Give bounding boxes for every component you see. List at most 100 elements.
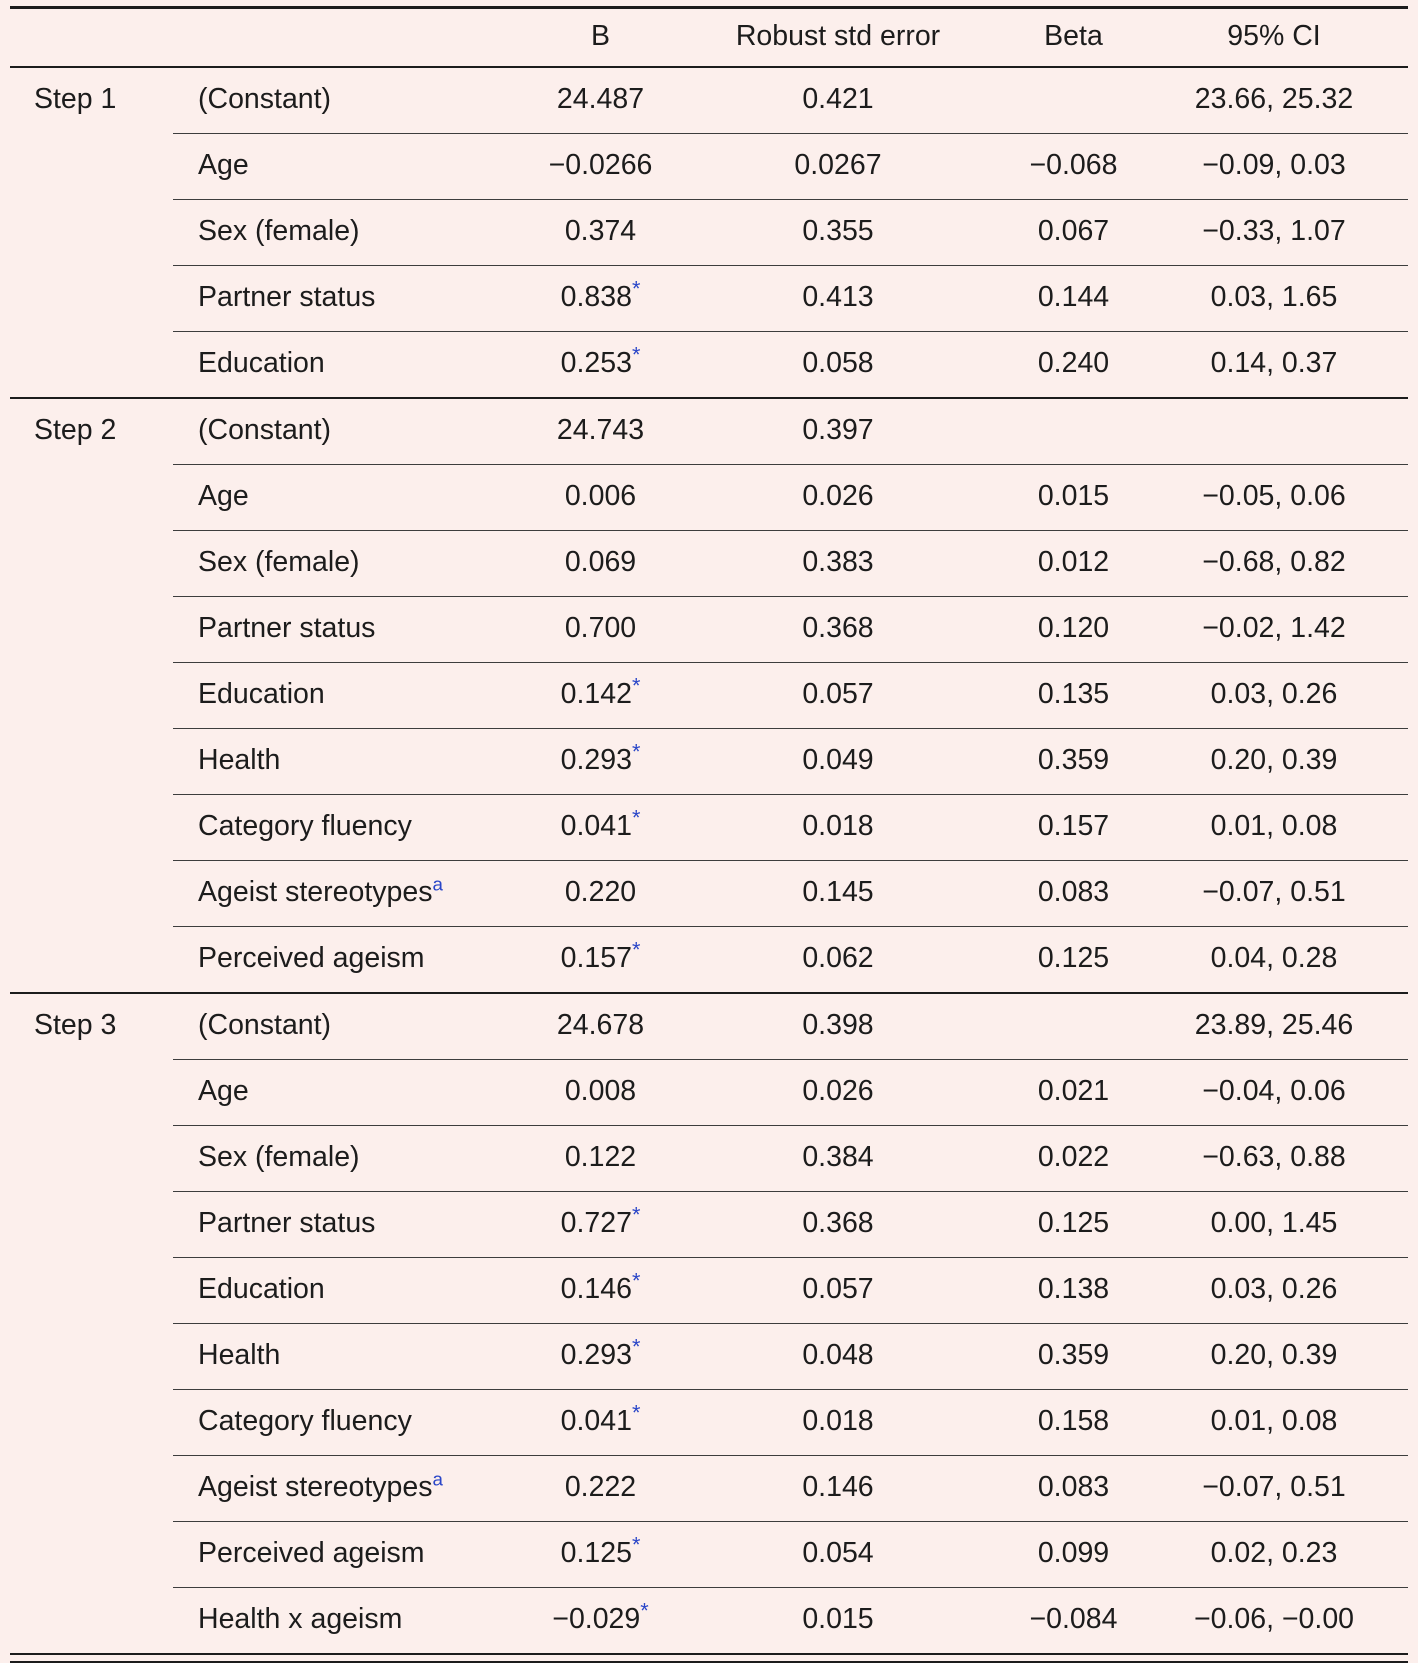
table-row: Step 3 (Constant) 24.678 0.398 23.89, 25.… [10,992,1408,1654]
b-number: 0.142 [560,678,632,710]
ci-value: 0.03, 1.65 [1178,265,1408,332]
se-value: 0.062 [683,926,993,993]
row-label: Ageist stereotypesa [173,860,518,927]
row-label: Age [173,1059,518,1126]
table-body: Step 1 (Constant) 24.487 0.421 23.66, 25.… [10,66,1408,1654]
b-number: 0.222 [564,1471,637,1503]
ci-value: 0.03, 0.26 [1178,662,1408,729]
b-number: 0.293 [560,1339,632,1371]
table-row: Partner status 0.838* 0.413 0.144 0.03, … [10,265,1408,332]
b-value: 0.157* [518,926,683,993]
b-number: 0.220 [564,876,637,908]
header-step-spacer [10,7,173,68]
ci-value: 0.14, 0.37 [1178,331,1408,398]
b-value: 0.008 [518,1059,683,1126]
se-value: 0.057 [683,1257,993,1324]
regression-table-container: B Robust std error Beta 95% CI Step 1 (Co… [10,6,1408,1663]
row-label: Sex (female) [173,199,518,266]
se-value: 0.384 [683,1125,993,1192]
row-label: Sex (female) [173,1125,518,1192]
se-value: 0.015 [683,1587,993,1654]
row-label: (Constant) [173,992,518,1060]
b-number: 24.678 [556,1009,645,1041]
header-row: B Robust std error Beta 95% CI [10,7,1408,68]
row-label: Education [173,1257,518,1324]
table-row: Partner status 0.700 0.368 0.120 −0.02, … [10,596,1408,663]
beta-value: 0.158 [993,1389,1178,1456]
row-label: Partner status [173,596,518,663]
b-number: −0.0266 [548,149,653,181]
b-number: 0.293 [560,744,632,776]
se-value: 0.058 [683,331,993,398]
predictor-name: Sex (female) [198,546,360,578]
b-number: 0.727 [560,1207,632,1239]
header-95ci: 95% CI [1178,7,1408,68]
b-value: 0.041* [518,794,683,861]
step-label: Step 2 [10,397,173,993]
b-number: 24.487 [556,83,645,115]
predictor-name: Category fluency [198,810,412,842]
predictor-name: Ageist stereotypes [198,1471,433,1503]
significance-star: * [631,275,641,301]
row-label: (Constant) [173,66,518,134]
row-label: Perceived ageism [173,926,518,993]
predictor-name: Partner status [198,1207,376,1239]
table-row: Age 0.008 0.026 0.021 −0.04, 0.06 [10,1059,1408,1126]
beta-value: 0.083 [993,860,1178,927]
step-label: Step 1 [10,66,173,398]
header-label-spacer [173,7,518,68]
predictor-name: (Constant) [198,414,332,446]
beta-value: 0.022 [993,1125,1178,1192]
predictor-name: Category fluency [198,1405,412,1437]
b-value: 0.146* [518,1257,683,1324]
b-value: 0.041* [518,1389,683,1456]
b-number: 0.069 [564,546,637,578]
b-value: 0.222 [518,1455,683,1522]
beta-value: 0.015 [993,464,1178,531]
se-value: 0.048 [683,1323,993,1390]
ci-value: −0.06, −0.00 [1178,1587,1408,1654]
table-row: Step 2 (Constant) 24.743 0.397 [10,397,1408,993]
significance-star: * [631,936,641,962]
table-row: Age −0.0266 0.0267 −0.068 −0.09, 0.03 [10,133,1408,200]
table-header: B Robust std error Beta 95% CI [10,7,1408,68]
ci-value: −0.33, 1.07 [1178,199,1408,266]
predictor-name: Sex (female) [198,215,360,247]
row-label: Health [173,1323,518,1390]
ci-value: −0.04, 0.06 [1178,1059,1408,1126]
row-label: Age [173,464,518,531]
table-row: Category fluency 0.041* 0.018 0.158 0.01… [10,1389,1408,1456]
beta-value: 0.135 [993,662,1178,729]
b-number: 0.146 [560,1273,632,1305]
predictor-name: Partner status [198,612,376,644]
significance-star: * [631,1267,641,1293]
beta-value: 0.359 [993,728,1178,795]
beta-value: 0.157 [993,794,1178,861]
predictor-name: Health [198,1339,281,1371]
row-label: Category fluency [173,1389,518,1456]
table-row: Health 0.293* 0.048 0.359 0.20, 0.39 [10,1323,1408,1390]
b-value: −0.0266 [518,133,683,200]
se-value: 0.355 [683,199,993,266]
ci-value: −0.63, 0.88 [1178,1125,1408,1192]
step-label: Step 3 [10,992,173,1654]
significance-star: * [640,1597,649,1623]
se-value: 0.026 [683,1059,993,1126]
row-label: Age [173,133,518,200]
se-value: 0.397 [683,397,993,465]
ci-value: −0.68, 0.82 [1178,530,1408,597]
b-value: 0.838* [518,265,683,332]
se-value: 0.026 [683,464,993,531]
ci-value: 0.03, 0.26 [1178,1257,1408,1324]
b-value: 0.142* [518,662,683,729]
table-row: Education 0.146* 0.057 0.138 0.03, 0.26 [10,1257,1408,1324]
predictor-name: Ageist stereotypes [198,876,433,908]
se-value: 0.413 [683,265,993,332]
footnote-marker: a [432,873,443,895]
beta-value: 0.099 [993,1521,1178,1588]
table-row: Partner status 0.727* 0.368 0.125 0.00, … [10,1191,1408,1258]
b-value: 0.293* [518,728,683,795]
b-number: 0.041 [560,1405,632,1437]
ci-value: −0.02, 1.42 [1178,596,1408,663]
table-row: Perceived ageism 0.157* 0.062 0.125 0.04… [10,926,1408,993]
